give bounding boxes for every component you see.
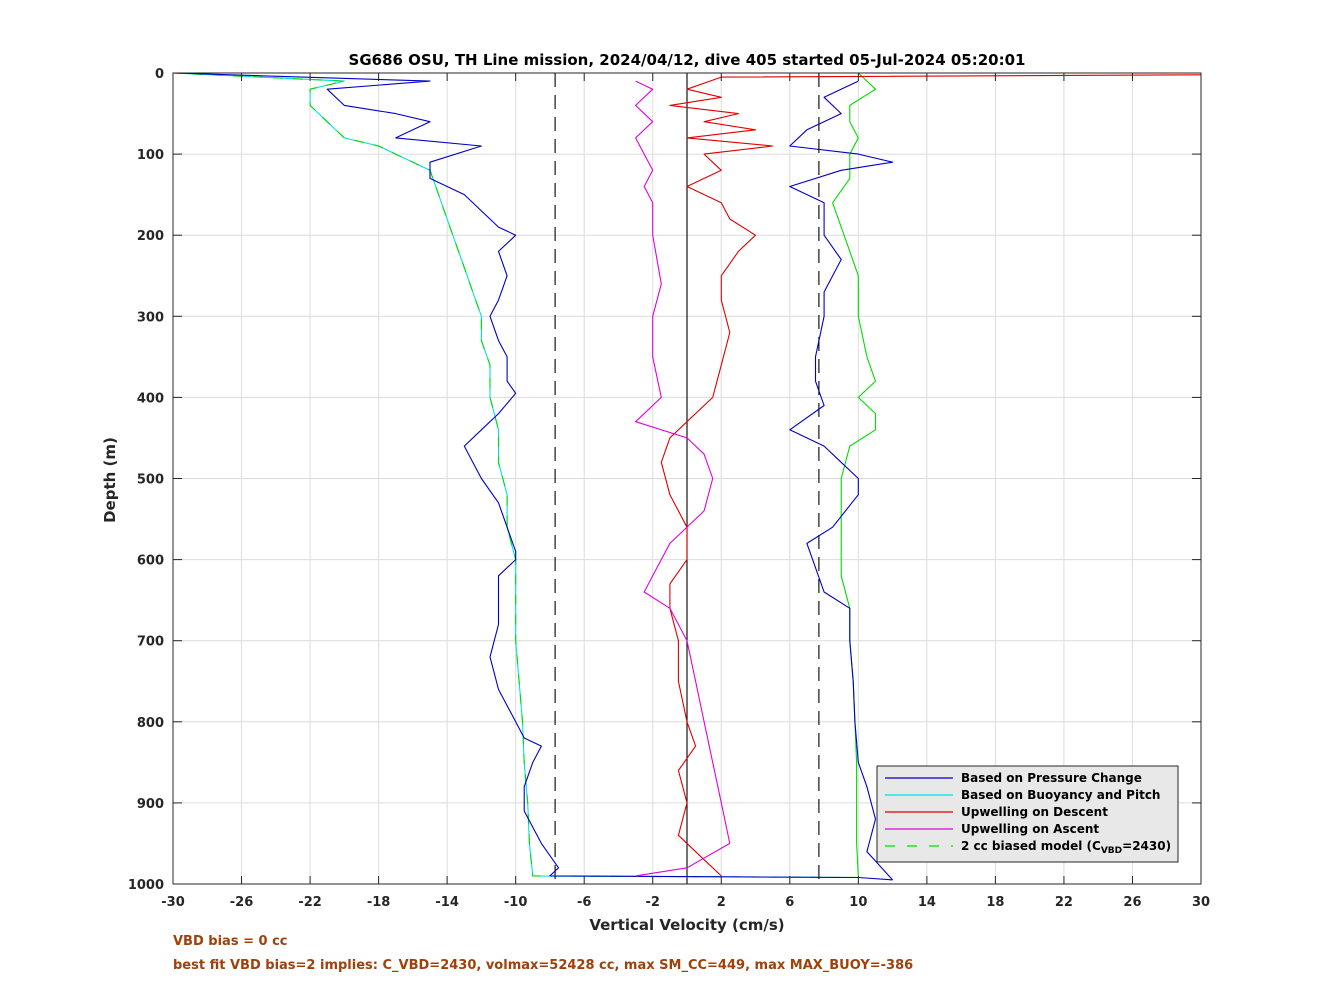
legend-label: Based on Buoyancy and Pitch [961, 788, 1160, 802]
series-line-3 [635, 80, 731, 877]
x-tick-label: 22 [1055, 895, 1073, 910]
x-tick-label: -18 [367, 895, 391, 910]
x-axis-label: Vertical Velocity (cm/s) [589, 916, 784, 934]
x-tick-label: -14 [435, 895, 459, 910]
legend-label: Upwelling on Ascent [961, 822, 1099, 836]
best-fit-note: best fit VBD bias=2 implies: C_VBD=2430,… [173, 958, 914, 973]
x-tick-label: -26 [230, 895, 254, 910]
axis-ticks: -30 -26 -22 -18 -14 -10 -6 -2 2 6 10 14 18 22 26 300100… [128, 67, 1210, 910]
y-tick-label: 400 [137, 391, 164, 406]
y-tick-label: 900 [137, 797, 164, 812]
y-tick-label: 800 [137, 716, 164, 731]
x-tick-label: 14 [918, 895, 936, 910]
x-tick-label: -10 [504, 895, 528, 910]
series-layer [173, 73, 1201, 884]
legend-label: Upwelling on Descent [961, 805, 1108, 819]
legend-label: 2 cc biased model (CVBD=2430) [961, 839, 1171, 856]
series-line-4 [173, 73, 859, 879]
y-tick-label: 600 [137, 554, 164, 569]
y-tick-label: 0 [155, 67, 164, 82]
series-line-2 [660, 74, 1201, 877]
vbd-bias-note: VBD bias = 0 cc [173, 934, 288, 949]
series-line-0 [173, 73, 893, 881]
x-tick-label: 26 [1123, 895, 1141, 910]
chart-title: SG686 OSU, TH Line mission, 2024/04/12, … [349, 51, 1026, 69]
legend-box [876, 765, 1179, 863]
y-tick-label: 700 [137, 635, 164, 650]
legend-label: Based on Pressure Change [961, 771, 1142, 785]
y-axis-label: Depth (m) [101, 437, 119, 523]
x-tick-label: -6 [577, 895, 591, 910]
x-tick-label: 18 [986, 895, 1004, 910]
x-tick-label: 10 [849, 895, 867, 910]
y-tick-label: 300 [137, 310, 164, 325]
y-tick-label: 500 [137, 473, 164, 488]
y-tick-label: 100 [137, 148, 164, 163]
x-tick-label: -2 [646, 895, 660, 910]
x-tick-label: 30 [1192, 895, 1210, 910]
y-tick-label: 1000 [128, 878, 164, 893]
x-tick-label: -22 [298, 895, 322, 910]
series-line-5 [789, 80, 894, 881]
x-tick-label: 2 [717, 895, 726, 910]
x-tick-label: -30 [161, 895, 185, 910]
legend: Based on Pressure Change Based on Buoyanc… [876, 765, 1179, 863]
x-tick-label: 6 [785, 895, 794, 910]
y-tick-label: 200 [137, 229, 164, 244]
